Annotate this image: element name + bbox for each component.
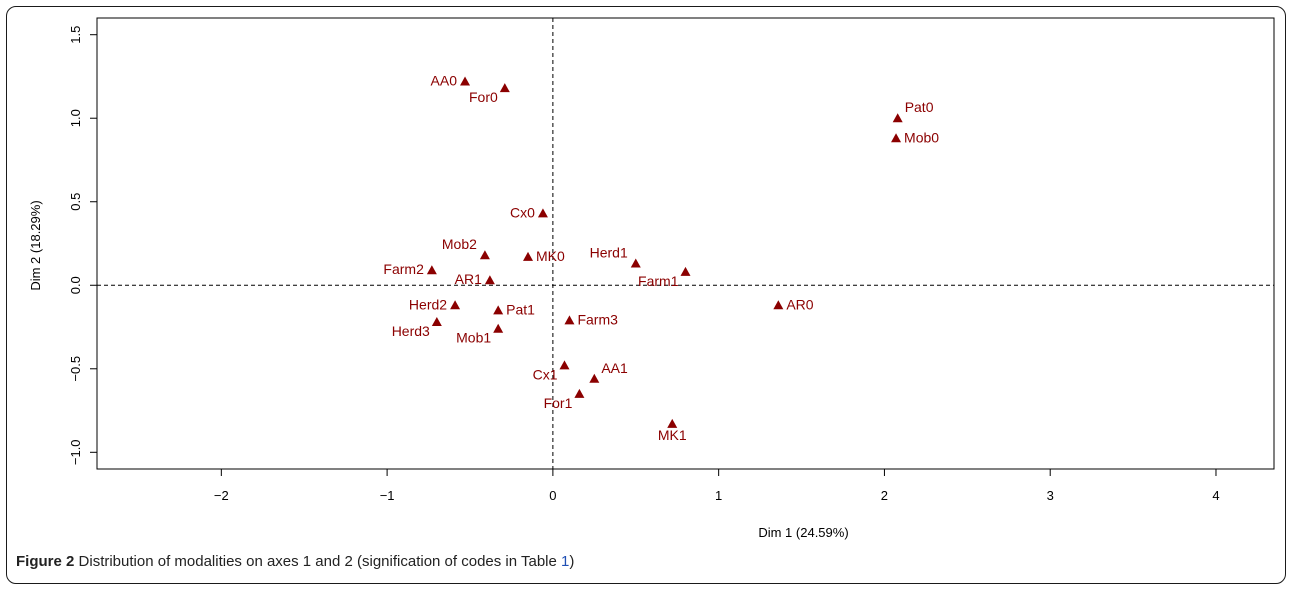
- point-marker-pat1: [493, 305, 504, 315]
- point-label-ar0: AR0: [786, 296, 813, 312]
- point-label-herd1: Herd1: [590, 245, 628, 261]
- point-marker-for1: [574, 388, 585, 398]
- table-reference-link[interactable]: 1: [561, 553, 570, 570]
- caption-text: Distribution of modalities on axes 1 and…: [74, 553, 562, 570]
- point-label-mob1: Mob1: [456, 330, 491, 346]
- point-label-pat1: Pat1: [506, 301, 535, 317]
- caption-text-end: ): [569, 553, 575, 570]
- y-tick-label: 1.5: [68, 26, 83, 44]
- point-label-for0: For0: [469, 89, 498, 105]
- point-marker-mob2: [479, 250, 490, 260]
- x-tick-label: 0: [549, 488, 556, 503]
- plot-area: [96, 17, 1275, 470]
- point-label-ar1: AR1: [455, 271, 482, 287]
- point-label-pat0: Pat0: [905, 99, 934, 115]
- point-marker-ar1: [484, 275, 495, 285]
- x-tick-label: 2: [881, 488, 888, 503]
- point-label-aa0: AA0: [431, 72, 458, 88]
- x-tick-label: 4: [1212, 488, 1219, 503]
- y-tick-label: 1.0: [68, 109, 83, 127]
- point-label-aa1: AA1: [601, 360, 628, 376]
- point-label-cx0: Cx0: [510, 204, 535, 220]
- y-axis-label: Dim 2 (18.29%): [28, 200, 43, 290]
- x-tick-label: −2: [214, 488, 229, 503]
- point-label-herd3: Herd3: [392, 323, 430, 339]
- point-marker-pat0: [892, 113, 903, 123]
- point-label-mk1: MK1: [658, 427, 687, 443]
- point-marker-mob1: [493, 323, 504, 333]
- point-marker-farm2: [426, 265, 437, 275]
- point-marker-herd2: [450, 300, 461, 310]
- point-label-for1: For1: [544, 395, 573, 411]
- y-tick-label: 0.0: [68, 276, 83, 294]
- x-tick-label: 3: [1047, 488, 1054, 503]
- point-marker-mk0: [523, 251, 534, 261]
- figure-caption: Figure 2 Distribution of modalities on a…: [16, 553, 574, 570]
- x-axis: −2 −1 0 1 2 3 4: [214, 468, 1220, 503]
- y-tick-label: 0.5: [68, 193, 83, 211]
- x-tick-label: −1: [380, 488, 395, 503]
- x-axis-label: Dim 1 (24.59%): [758, 525, 848, 540]
- point-marker-cx0: [537, 208, 548, 218]
- point-label-farm3: Farm3: [577, 311, 618, 327]
- point-marker-mk1: [667, 418, 678, 428]
- x-tick-label: 1: [715, 488, 722, 503]
- y-axis: −1.0 −0.5 0.0 0.5 1.0 1.5: [68, 26, 98, 465]
- point-marker-aa0: [460, 76, 471, 86]
- y-tick-label: −0.5: [68, 356, 83, 382]
- point-marker-for0: [499, 83, 510, 93]
- point-label-herd2: Herd2: [409, 296, 447, 312]
- y-tick-label: −1.0: [68, 439, 83, 465]
- point-marker-cx1: [559, 360, 570, 370]
- point-label-mk0: MK0: [536, 248, 565, 264]
- point-label-mob0: Mob0: [904, 129, 939, 145]
- point-marker-herd1: [630, 258, 641, 268]
- point-label-farm1: Farm1: [638, 273, 679, 289]
- point-marker-aa1: [589, 373, 600, 383]
- figure-frame: [6, 6, 1286, 584]
- point-marker-herd3: [431, 317, 442, 327]
- figure-label: Figure 2: [16, 553, 75, 570]
- point-marker-mob0: [891, 133, 902, 143]
- point-marker-ar0: [773, 300, 784, 310]
- data-points: AA0 For0 Pat0 Mob0 Cx0 Mob2 MK0 Herd1 Farm1 Farm2…: [383, 72, 939, 442]
- point-marker-farm1: [680, 266, 691, 276]
- point-label-cx1: Cx1: [533, 366, 558, 382]
- point-label-farm2: Farm2: [383, 261, 424, 277]
- point-label-mob2: Mob2: [442, 236, 477, 252]
- point-marker-farm3: [564, 315, 575, 325]
